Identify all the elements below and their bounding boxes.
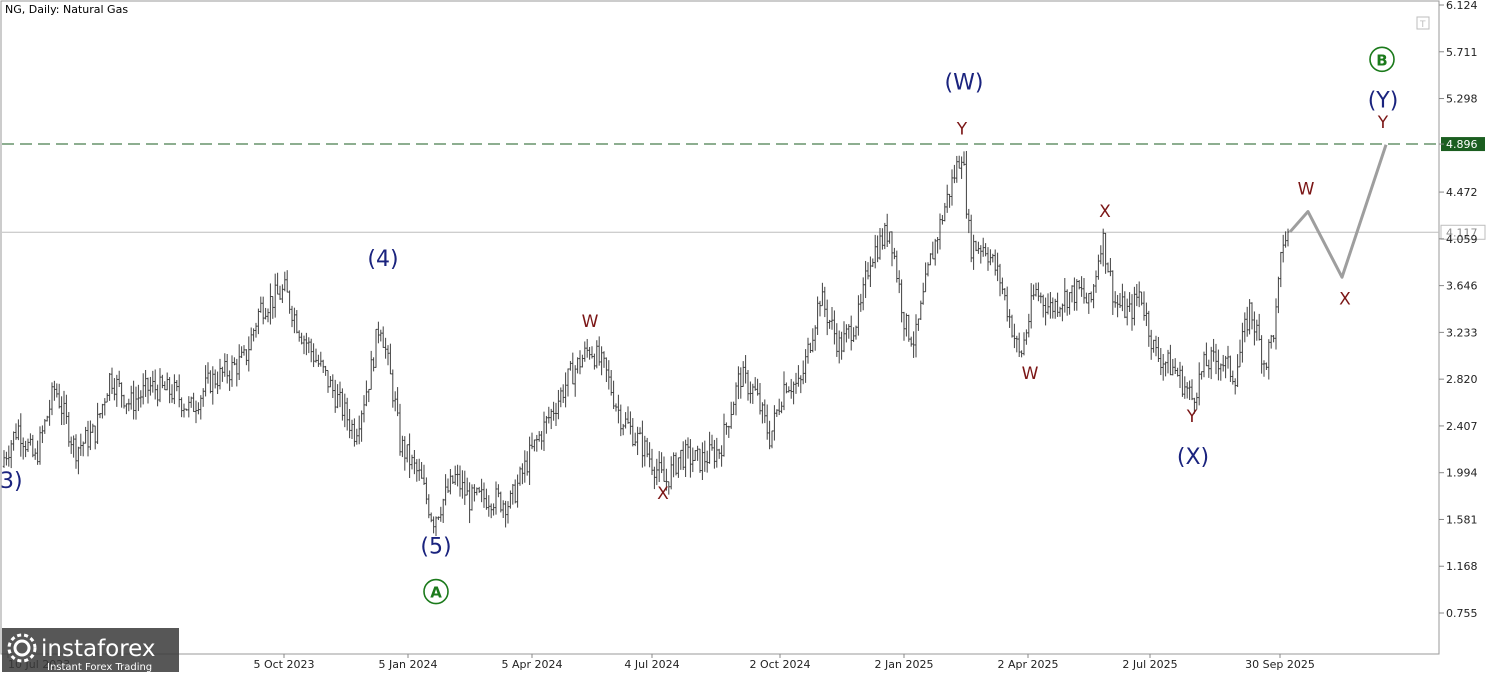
x-tick-label: 2 Jan 2025 <box>875 658 934 671</box>
y-tick-label: 6.124 <box>1446 0 1478 12</box>
gear-icon <box>7 633 37 663</box>
price-levels: 4.896 4.117 <box>2 137 1486 240</box>
y-tick-label: 1.994 <box>1446 467 1478 480</box>
wave-label-minor: Y <box>1377 113 1389 133</box>
x-tick-label: 2 Jul 2025 <box>1122 658 1177 671</box>
wave-circle-marker <box>423 578 449 605</box>
x-tick-label: 4 Jul 2024 <box>624 658 679 671</box>
target-level-badge <box>1441 137 1485 152</box>
current-price-badge <box>1440 224 1486 240</box>
y-tick-label: 3.233 <box>1446 326 1478 339</box>
projection-line <box>1288 144 1388 279</box>
wave-label-circle: B <box>1376 51 1387 69</box>
wave-label-minor: W <box>582 312 599 332</box>
y-tick-label: 2.820 <box>1446 373 1478 386</box>
chart-mode-icon-glyph: T <box>1419 20 1426 30</box>
instaforex-logo: instaforex Instant Forex Trading <box>2 628 179 673</box>
wave-label-major: (4) <box>367 247 398 272</box>
wave-label-major: (5) <box>420 535 451 560</box>
y-tick-label: 1.168 <box>1446 560 1478 573</box>
x-tick-label: 30 Sep 2025 <box>1245 658 1315 671</box>
wave-label-major: (X) <box>1177 445 1209 470</box>
wave-label-minor: Y <box>1186 407 1198 427</box>
wave-label-major: (Y) <box>1368 88 1399 113</box>
y-tick-label: 1.581 <box>1446 513 1478 526</box>
x-tick-label: 2 Oct 2024 <box>749 658 810 671</box>
y-tick-label: 0.755 <box>1446 607 1478 620</box>
y-tick-label: 2.407 <box>1446 420 1478 433</box>
wave-label-minor: X <box>1099 202 1111 222</box>
y-tick-label: 5.711 <box>1446 46 1478 59</box>
plot-area <box>0 0 1440 655</box>
logo-name: instaforex <box>41 636 156 662</box>
projection-path <box>1288 144 1388 279</box>
target-level-label: 4.896 <box>1446 138 1478 151</box>
y-axis: 6.124 5.711 5.298 4.472 4.059 3.646 3.233 2.820… <box>1439 0 1478 620</box>
current-price-label: 4.117 <box>1446 226 1478 239</box>
x-tick-label: 5 Apr 2024 <box>501 658 562 671</box>
wave-label-minor: W <box>1022 364 1039 384</box>
wave-label-minor: W <box>1298 180 1315 200</box>
x-tick-label: 5 Oct 2023 <box>253 658 314 671</box>
chart-mode-icon[interactable] <box>1416 16 1430 30</box>
y-tick-label: 4.472 <box>1446 186 1478 199</box>
chart-title: NG, Daily: Natural Gas <box>5 3 128 16</box>
y-tick-label: 5.298 <box>1446 93 1478 106</box>
wave-label-minor: Y <box>956 120 968 140</box>
y-tick-label: 4.059 <box>1446 233 1478 246</box>
x-tick-label: 2 Apr 2025 <box>997 658 1058 671</box>
price-bars <box>2 150 1290 537</box>
logo-tagline: Instant Forex Trading <box>47 662 152 673</box>
wave-circle-marker <box>1369 46 1395 73</box>
x-tick-label: 5 Jan 2024 <box>379 658 438 671</box>
wave-label-minor: X <box>657 484 669 504</box>
wave-label-major: 3) <box>0 469 23 494</box>
wave-label-minor: X <box>1339 289 1351 309</box>
y-tick-label: 3.646 <box>1446 280 1478 293</box>
wave-label-circle: A <box>430 584 442 602</box>
wave-label-major: (W) <box>945 70 984 95</box>
